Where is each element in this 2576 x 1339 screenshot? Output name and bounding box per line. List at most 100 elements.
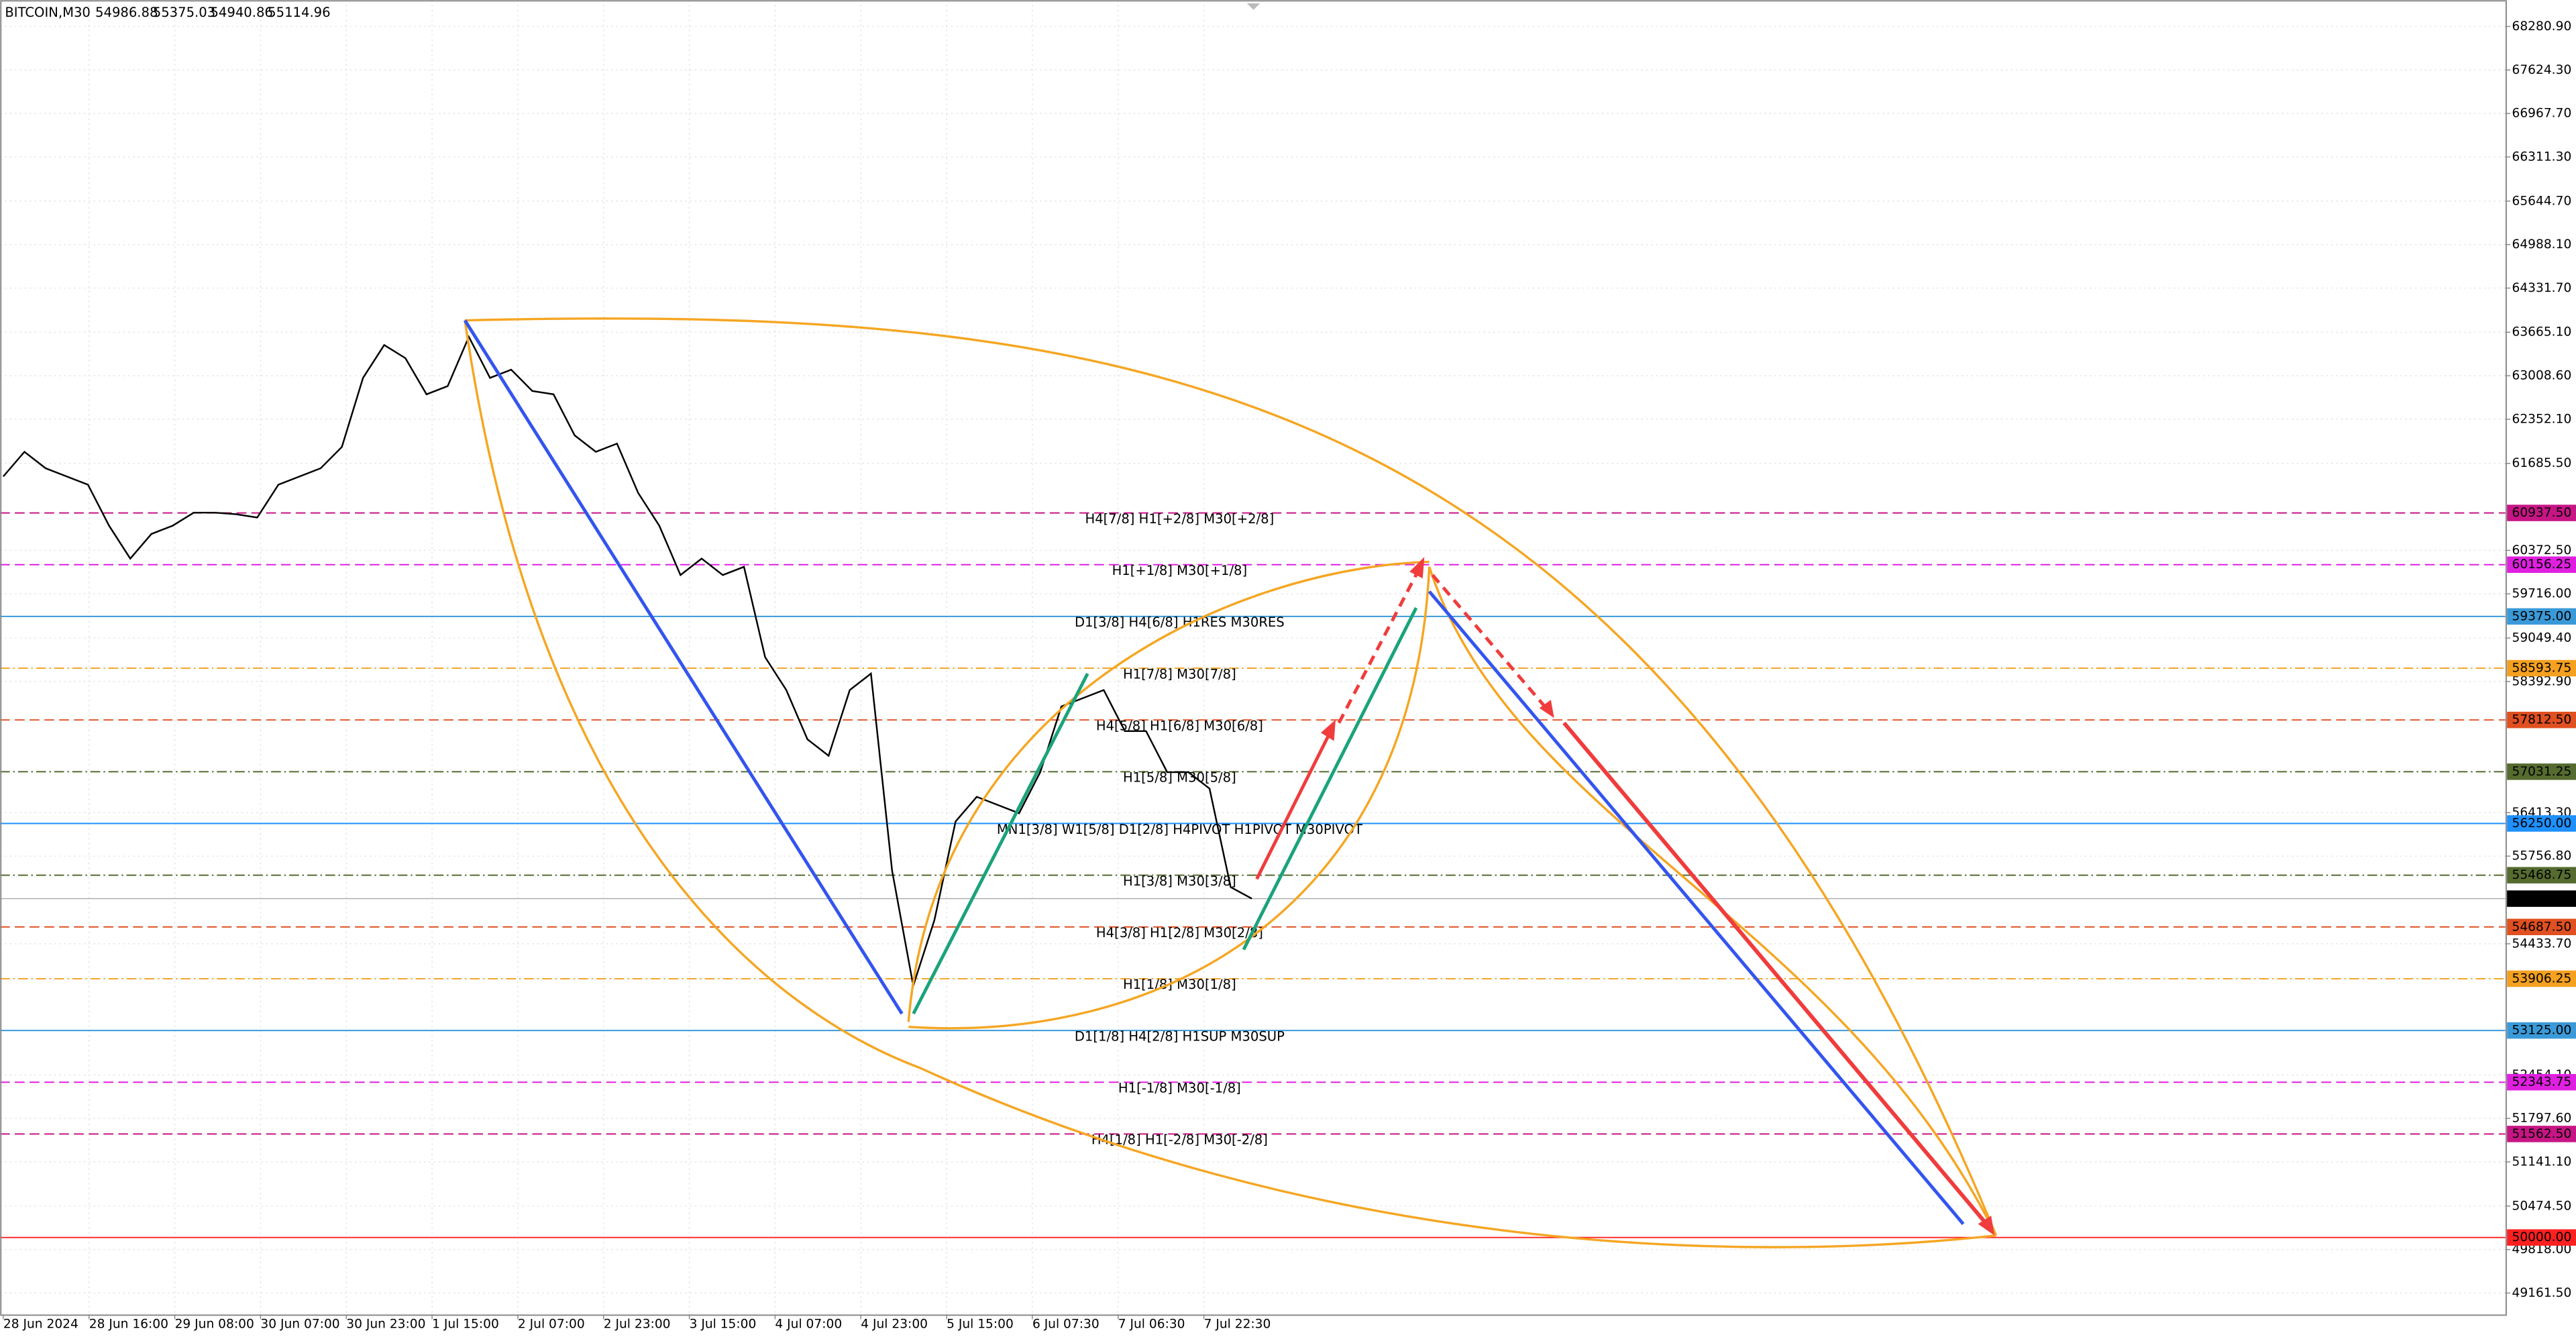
level-label: H4[7/8] H1[+2/8] M30[+2/8]: [1085, 511, 1274, 527]
y-tick-label: 63665.10: [2512, 325, 2571, 339]
arrow: [1255, 730, 1332, 880]
price-box-label: 57812.50: [2512, 713, 2571, 727]
scroll-marker: [1246, 3, 1260, 10]
y-tick-label: 59716.00: [2512, 587, 2571, 601]
x-tick-label: 5 Jul 15:00: [947, 1317, 1014, 1331]
price-box-label: 51562.50: [2512, 1127, 2571, 1141]
arrow: [1431, 574, 1549, 711]
inner-arc-top: [907, 560, 1430, 1022]
trend-line: [463, 319, 904, 1015]
y-tick-label: 68280.90: [2512, 19, 2571, 34]
x-tick-label: 4 Jul 07:00: [775, 1317, 842, 1331]
x-tick-label: 4 Jul 23:00: [861, 1317, 928, 1331]
price-box-label: 59375.00: [2512, 609, 2571, 623]
price-box-label: 60937.50: [2512, 506, 2571, 520]
x-tick-label: 1 Jul 15:00: [432, 1317, 499, 1331]
x-tick-label: 30 Jun 23:00: [346, 1317, 425, 1331]
y-tick-label: 61685.50: [2512, 456, 2571, 470]
y-tick-label: 64988.10: [2512, 237, 2571, 252]
high: 55375.03: [153, 5, 215, 20]
arrow-head: [1320, 719, 1336, 741]
x-tick-label: 28 Jun 2024: [3, 1317, 78, 1331]
level-label: H4[1/8] H1[-2/8] M30[-2/8]: [1091, 1132, 1268, 1148]
price-box-label: 53125.00: [2512, 1024, 2571, 1038]
y-tick-label: 64331.70: [2512, 281, 2571, 295]
price-box: [2507, 556, 2576, 573]
x-tick-label: 6 Jul 07:30: [1032, 1317, 1099, 1331]
price-box: [2507, 1022, 2576, 1039]
y-tick-label: 58392.90: [2512, 674, 2571, 688]
y-tick-label: 59049.40: [2512, 631, 2571, 645]
close: 55114.96: [268, 5, 330, 20]
x-tick-label: 2 Jul 23:00: [604, 1317, 671, 1331]
level-label: H1[1/8] M30[1/8]: [1123, 977, 1236, 992]
price-box-label: 55468.75: [2512, 868, 2571, 882]
price-box-label: 54687.50: [2512, 920, 2571, 934]
levels: H4[7/8] H1[+2/8] M30[+2/8] H1[+1/8] M30[+…: [0, 511, 2506, 1238]
y-tick-label: 62352.10: [2512, 412, 2571, 426]
price-box: [2507, 608, 2576, 625]
y-tick-label: 66967.70: [2512, 107, 2571, 121]
x-tick-label: 7 Jul 22:30: [1204, 1317, 1271, 1331]
x-tick-label: 7 Jul 06:30: [1118, 1317, 1185, 1331]
level-label: MN1[3/8] W1[5/8] D1[2/8] H4PIVOT H1PIVOT…: [997, 822, 1363, 837]
outer-arc-bottom: [464, 320, 1996, 1248]
x-tick-label: 28 Jun 16:00: [89, 1317, 168, 1331]
grid: [0, 0, 2506, 1315]
price-box: [2507, 867, 2576, 883]
price-box-label: 58593.75: [2512, 661, 2571, 676]
x-tick-label: 3 Jul 15:00: [690, 1317, 757, 1331]
price-box-label: 60156.25: [2512, 557, 2571, 572]
trend-line: [1428, 590, 1965, 1226]
y-tick-label: 54433.70: [2512, 936, 2571, 951]
arrow-head: [1539, 700, 1554, 718]
level-label: H1[7/8] M30[7/8]: [1123, 666, 1236, 682]
y-tick-label: 66311.30: [2512, 150, 2571, 164]
y-tick-label: 49161.50: [2512, 1286, 2571, 1300]
price-box-label: 57031.25: [2512, 765, 2571, 779]
level-label: H1[-1/8] M30[-1/8]: [1118, 1081, 1241, 1096]
y-tick-label: 51141.10: [2512, 1155, 2571, 1169]
price-box: [2507, 763, 2576, 780]
arrow: [1562, 721, 1990, 1227]
y-tick-label: 65644.70: [2512, 194, 2571, 208]
price-box-label: 56250.00: [2512, 816, 2571, 831]
level-label: H4[5/8] H1[6/8] M30[6/8]: [1096, 718, 1263, 733]
y-tick-label: 55756.80: [2512, 849, 2571, 863]
price-box: [2507, 1073, 2576, 1091]
x-tick-label: 30 Jun 07:00: [260, 1317, 339, 1331]
level-label: H1[3/8] M30[3/8]: [1123, 873, 1236, 889]
price-box: [2507, 1126, 2576, 1142]
price-box: [2507, 1229, 2576, 1246]
price-box-label: 53906.25: [2512, 971, 2571, 985]
y-tick-label: 63008.60: [2512, 369, 2571, 383]
price-box: [2507, 815, 2576, 832]
drawings: [463, 317, 1998, 1248]
level-label: H1[+1/8] M30[+1/8]: [1112, 563, 1248, 578]
open: 54986.88: [95, 5, 158, 20]
y-tick-label: 60372.50: [2512, 543, 2571, 557]
level-label: H1[5/8] M30[5/8]: [1123, 770, 1236, 786]
low: 54940.86: [210, 5, 272, 20]
x-tick-label: 2 Jul 07:00: [518, 1317, 585, 1331]
trend-line: [1242, 607, 1418, 951]
y-tick-label: 67624.30: [2512, 63, 2571, 77]
current-price-label: 55114.96: [2512, 892, 2571, 906]
price-box: [2507, 970, 2576, 987]
trend-line: [912, 673, 1089, 1015]
arrow-head: [1409, 557, 1425, 579]
current-price-box: [2507, 890, 2576, 907]
inner-arc-bottom: [908, 566, 1431, 1030]
outer-arc-top: [465, 317, 1998, 1236]
x-tick-label: 29 Jun 08:00: [175, 1317, 254, 1331]
axes: 68280.90 67624.30 66967.70 66311.30 65644.70…: [3, 19, 2576, 1331]
price-box: [2507, 711, 2576, 729]
price-box: [2507, 918, 2576, 936]
inner-arc-right: [1428, 566, 1998, 1236]
price-box-label: 50000.00: [2512, 1230, 2571, 1244]
level-label: D1[1/8] H4[2/8] H1SUP M30SUP: [1075, 1028, 1285, 1044]
price-box-label: 52343.75: [2512, 1075, 2571, 1089]
arrow: [1337, 568, 1421, 724]
